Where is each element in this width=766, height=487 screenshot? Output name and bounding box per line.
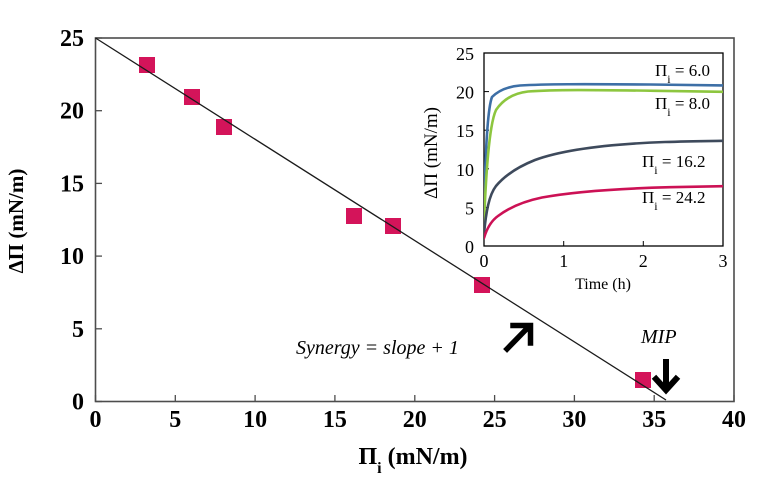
svg-text:25: 25	[60, 26, 84, 52]
svg-text:15: 15	[60, 171, 84, 197]
svg-text:0: 0	[465, 237, 474, 257]
svg-text:Time (h): Time (h)	[575, 276, 631, 293]
svg-text:15: 15	[456, 121, 474, 141]
svg-text:5: 5	[72, 317, 84, 343]
svg-text:1: 1	[559, 251, 568, 271]
svg-text:10: 10	[60, 244, 84, 270]
svg-text:ΔΠ (mN/m): ΔΠ (mN/m)	[421, 107, 442, 199]
svg-text:15: 15	[323, 407, 347, 433]
svg-text:0: 0	[90, 407, 102, 433]
svg-text:30: 30	[562, 407, 586, 433]
svg-text:5: 5	[169, 407, 181, 433]
svg-text:3: 3	[719, 251, 728, 271]
svg-text:20: 20	[456, 83, 474, 103]
svg-text:0: 0	[480, 251, 489, 271]
svg-text:40: 40	[722, 407, 746, 433]
svg-text:Synergy = slope + 1: Synergy = slope + 1	[296, 337, 459, 359]
svg-text:25: 25	[483, 407, 507, 433]
svg-text:5: 5	[465, 198, 474, 218]
svg-text:0: 0	[72, 390, 84, 416]
svg-text:35: 35	[642, 407, 666, 433]
svg-text:20: 20	[60, 99, 84, 125]
svg-text:25: 25	[456, 44, 474, 64]
svg-text:20: 20	[403, 407, 427, 433]
svg-text:2: 2	[639, 251, 648, 271]
svg-text:10: 10	[456, 160, 474, 180]
svg-text:MIP: MIP	[640, 326, 677, 348]
svg-text:10: 10	[243, 407, 267, 433]
svg-text:ΔΠ (mN/m): ΔΠ (mN/m)	[4, 169, 28, 274]
